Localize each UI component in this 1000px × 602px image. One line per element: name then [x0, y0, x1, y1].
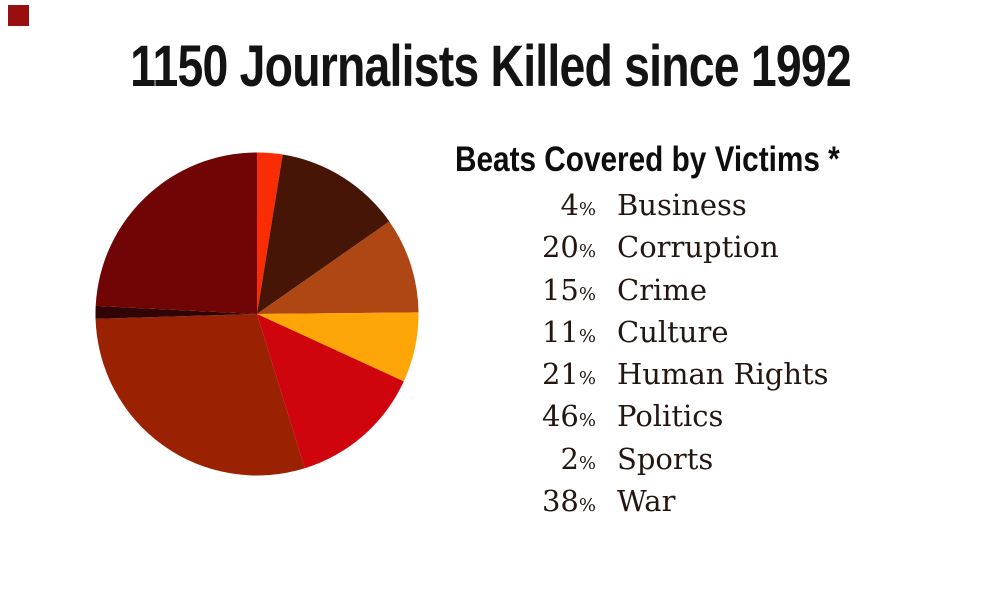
legend-item-percent: 21% — [541, 357, 596, 392]
legend-item: 46% Politics — [440, 395, 900, 437]
legend-item-percent: 15% — [541, 272, 596, 307]
legend-item-label: Crime — [617, 272, 707, 307]
percent-sign: % — [578, 325, 596, 347]
percent-sign: % — [578, 495, 596, 517]
pie-slice-culture — [257, 312, 419, 382]
pie-slice-politics — [95, 314, 305, 476]
percent-sign: % — [578, 452, 596, 474]
pie-slice-human-rights — [257, 314, 404, 469]
pie-slice-crime — [257, 221, 419, 314]
legend-item-percent: 2% — [560, 441, 596, 476]
percent-sign: % — [578, 368, 596, 390]
pie-slice-war — [95, 152, 257, 314]
legend-item-label: Corruption — [617, 230, 779, 265]
legend-item: 21% Human Rights — [440, 353, 900, 395]
legend-item-label: War — [617, 484, 676, 519]
legend-rows: 4% Business 20% Corruption 15% Crime 11%… — [440, 184, 900, 522]
legend-item-percent: 20% — [541, 230, 596, 265]
legend: Beats Covered by Victims * 4% Business 2… — [440, 140, 900, 518]
title-bar: 1150 Journalists Killed since 1992 — [0, 38, 1000, 96]
percent-sign: % — [578, 283, 596, 305]
legend-item: 20% Corruption — [440, 226, 900, 268]
legend-item: 15% Crime — [440, 269, 900, 311]
legend-item: 4% Business — [440, 184, 900, 226]
legend-item-label: Business — [617, 188, 747, 222]
percent-sign: % — [578, 199, 596, 220]
pie-slice-sports — [95, 305, 258, 319]
legend-item-percent: 46% — [541, 399, 596, 434]
legend-item-percent: 38% — [541, 484, 596, 519]
pie-chart — [95, 152, 419, 476]
legend-item-percent: 11% — [541, 314, 596, 349]
legend-item-label: Culture — [617, 314, 729, 349]
percent-sign: % — [578, 410, 596, 432]
legend-item-label: Politics — [617, 399, 724, 434]
legend-item-label: Human Rights — [617, 357, 829, 392]
legend-item-label: Sports — [617, 441, 714, 476]
percent-sign: % — [578, 241, 596, 263]
legend-item: 2% Sports — [440, 438, 900, 480]
pie-slice-corruption — [257, 154, 390, 314]
chart-title: 1150 Journalists Killed since 1992 — [129, 34, 852, 99]
pie-slice-business — [257, 152, 283, 314]
legend-title: Beats Covered by Victims * — [455, 140, 840, 179]
legend-item: 38% War — [440, 480, 900, 522]
legend-item-percent: 4% — [560, 188, 596, 222]
legend-item: 11% Culture — [440, 311, 900, 353]
corner-marker — [8, 5, 29, 26]
